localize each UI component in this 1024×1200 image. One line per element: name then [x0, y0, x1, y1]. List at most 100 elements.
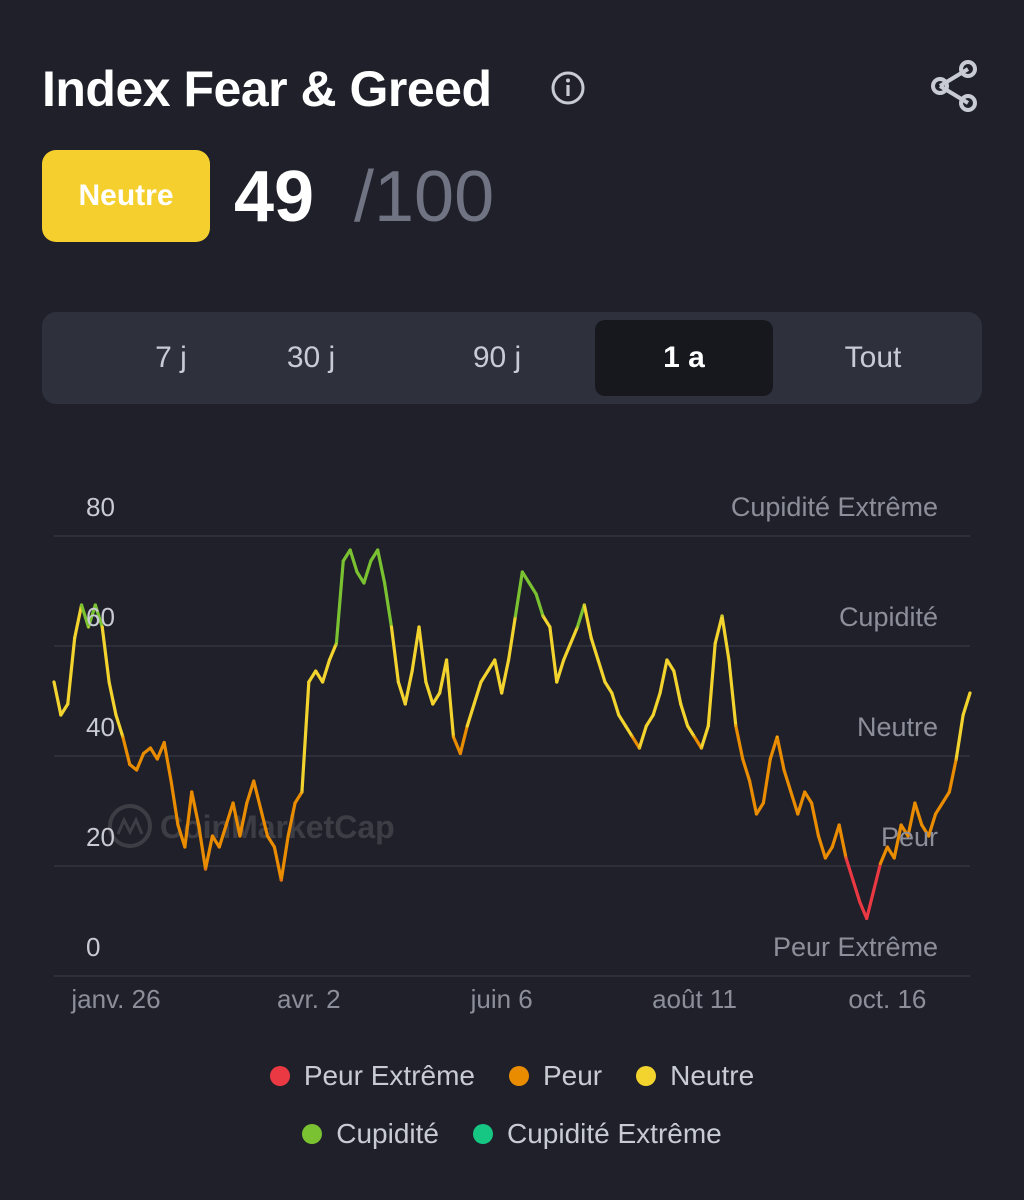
- series-line-segment: [169, 779, 180, 827]
- data-point: [769, 758, 772, 760]
- data-point: [679, 703, 682, 705]
- data-point: [859, 901, 861, 903]
- series-line-segment: [334, 559, 345, 646]
- series-line-segment: [679, 702, 690, 728]
- series-line-segment: [438, 658, 449, 695]
- series-line-segment: [327, 641, 338, 662]
- tab-all[interactable]: Tout: [844, 341, 902, 374]
- tab-90d[interactable]: 90 j: [472, 341, 522, 374]
- series-line-segment: [582, 603, 593, 640]
- tab-7d[interactable]: 7 j: [155, 341, 187, 374]
- data-point: [418, 626, 420, 628]
- series-line-segment: [382, 581, 394, 629]
- data-point: [803, 791, 806, 793]
- data-point: [142, 752, 145, 755]
- page-title: Index Fear & Greed: [42, 61, 492, 117]
- series-line-segment: [692, 735, 703, 750]
- series-line-segment: [541, 614, 552, 629]
- series-line-segment: [100, 625, 111, 684]
- y-tick-label: 20: [86, 822, 115, 852]
- series-line-segment: [665, 658, 676, 673]
- y-tick-label: 40: [86, 712, 115, 742]
- data-point: [652, 714, 654, 716]
- series-line-segment: [920, 823, 931, 838]
- data-point: [197, 824, 200, 826]
- data-point: [101, 626, 104, 628]
- series-line-segment: [493, 658, 504, 695]
- data-point: [128, 763, 131, 766]
- series-line-segment: [162, 740, 173, 783]
- data-point: [797, 813, 799, 815]
- series-line-segment: [197, 823, 208, 871]
- series-line-segment: [699, 724, 710, 750]
- series-line-segment: [300, 680, 311, 794]
- x-tick-label: juin 6: [470, 984, 533, 1014]
- series-line-segment: [568, 625, 580, 646]
- data-point: [383, 582, 386, 584]
- data-point: [122, 736, 124, 738]
- data-point: [638, 747, 641, 749]
- legend-dot: [636, 1066, 657, 1086]
- coinmarketcap-logo-mark: [116, 816, 144, 836]
- series-line-segment: [231, 801, 242, 838]
- series-line-segment: [59, 702, 70, 717]
- legend-label: Peur Extrême: [303, 1060, 475, 1091]
- series-line-segment: [272, 845, 283, 882]
- data-point: [934, 813, 937, 815]
- data-point: [397, 681, 400, 683]
- y-tick-label: 0: [86, 932, 100, 962]
- tab-1y[interactable]: 1 a: [595, 320, 773, 396]
- series-line-segment: [465, 702, 476, 728]
- data-point: [521, 571, 524, 573]
- data-point: [748, 780, 751, 782]
- data-point: [425, 681, 427, 683]
- timeframe-tabs: 7 j 30 j 90 j 1 a Tout: [42, 312, 982, 404]
- share-icon[interactable]: [926, 56, 982, 116]
- series-line-segment: [713, 614, 724, 646]
- series-line-segment: [686, 724, 697, 739]
- data-point: [852, 879, 854, 881]
- data-point: [335, 642, 338, 645]
- series-line-segment: [906, 801, 917, 838]
- tab-30d[interactable]: 30 j: [286, 341, 336, 374]
- data-point: [493, 659, 496, 661]
- data-point: [872, 890, 875, 892]
- zone-label: Peur: [881, 822, 938, 852]
- series-line-segment: [472, 680, 483, 706]
- series-line-segment: [224, 801, 235, 827]
- data-point: [535, 593, 537, 595]
- series-line-segment: [135, 751, 146, 772]
- data-point: [542, 615, 544, 617]
- data-point: [955, 758, 958, 760]
- data-point: [459, 752, 462, 755]
- series-line-segment: [362, 559, 373, 585]
- data-point: [431, 703, 434, 705]
- data-point: [631, 736, 634, 738]
- data-point: [693, 736, 696, 738]
- data-point: [287, 835, 289, 837]
- info-icon[interactable]: [548, 68, 588, 108]
- legend-label: Peur: [542, 1060, 603, 1091]
- data-point: [342, 560, 345, 562]
- data-point: [328, 659, 331, 661]
- x-tick-label: janv. 26: [70, 984, 160, 1014]
- data-point: [135, 769, 138, 771]
- data-point: [776, 736, 778, 738]
- data-point: [60, 714, 62, 716]
- data-point: [411, 670, 413, 672]
- series-line-segment: [596, 658, 607, 684]
- series-line-segment: [86, 603, 97, 629]
- data-point: [487, 670, 489, 672]
- series-line-segment: [458, 724, 469, 756]
- series-line-segment: [79, 603, 91, 629]
- data-point: [948, 791, 951, 793]
- series-line-segment: [830, 823, 841, 849]
- data-point: [225, 824, 227, 826]
- series-line-segment: [961, 691, 972, 717]
- series-line-segment: [259, 806, 270, 838]
- data-point: [707, 725, 710, 727]
- data-point: [838, 824, 840, 826]
- coinmarketcap-logo: [108, 804, 152, 848]
- series-line-segment: [417, 625, 428, 684]
- legend: Peur Extrême Peur Neutre Cupidité Cupidité …: [0, 1060, 1024, 1180]
